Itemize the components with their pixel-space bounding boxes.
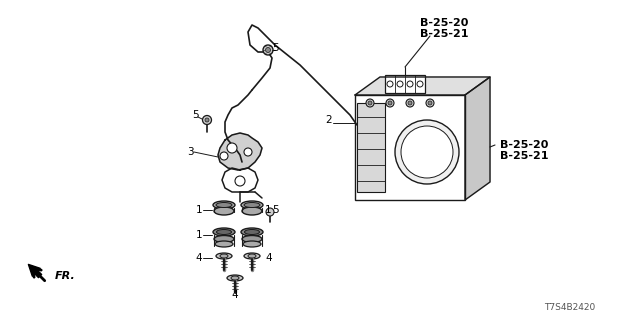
Ellipse shape xyxy=(248,254,256,258)
Polygon shape xyxy=(465,77,490,200)
Text: 1: 1 xyxy=(265,205,271,215)
Circle shape xyxy=(244,148,252,156)
Circle shape xyxy=(406,99,414,107)
Text: 4: 4 xyxy=(265,253,271,263)
Text: B-25-21: B-25-21 xyxy=(420,29,468,39)
Circle shape xyxy=(408,101,412,105)
Circle shape xyxy=(368,101,372,105)
Circle shape xyxy=(401,126,453,178)
Ellipse shape xyxy=(241,228,263,236)
Text: FR.: FR. xyxy=(55,271,76,282)
Ellipse shape xyxy=(227,275,243,281)
Circle shape xyxy=(366,99,374,107)
Bar xyxy=(357,103,385,192)
Text: 3: 3 xyxy=(187,147,194,157)
Ellipse shape xyxy=(214,236,234,243)
Circle shape xyxy=(227,143,237,153)
Text: 1: 1 xyxy=(195,205,202,215)
Circle shape xyxy=(205,118,209,122)
Polygon shape xyxy=(355,77,490,95)
Ellipse shape xyxy=(243,241,261,247)
Ellipse shape xyxy=(215,241,233,247)
Circle shape xyxy=(266,47,271,52)
Text: B-25-20: B-25-20 xyxy=(500,140,548,150)
Text: 1: 1 xyxy=(195,230,202,240)
Text: 4: 4 xyxy=(232,290,238,300)
Bar xyxy=(385,75,425,93)
Circle shape xyxy=(263,45,273,55)
Text: 5: 5 xyxy=(272,205,278,215)
Ellipse shape xyxy=(242,236,262,243)
Text: 5: 5 xyxy=(272,43,278,53)
Text: T7S4B2420: T7S4B2420 xyxy=(544,303,595,312)
Text: 4: 4 xyxy=(195,253,202,263)
Circle shape xyxy=(388,101,392,105)
Ellipse shape xyxy=(213,201,235,209)
Ellipse shape xyxy=(244,229,259,235)
Ellipse shape xyxy=(213,228,235,236)
Circle shape xyxy=(395,120,459,184)
Circle shape xyxy=(220,152,228,160)
Ellipse shape xyxy=(242,207,262,215)
Ellipse shape xyxy=(244,203,260,207)
Text: 2: 2 xyxy=(325,115,332,125)
Ellipse shape xyxy=(244,253,260,259)
Circle shape xyxy=(266,208,274,216)
Circle shape xyxy=(397,81,403,87)
Text: B-25-21: B-25-21 xyxy=(500,151,548,161)
Bar xyxy=(355,95,465,200)
Circle shape xyxy=(202,116,211,124)
Circle shape xyxy=(387,81,393,87)
Ellipse shape xyxy=(216,203,232,207)
Ellipse shape xyxy=(241,201,263,209)
Ellipse shape xyxy=(231,276,239,280)
Circle shape xyxy=(426,99,434,107)
Ellipse shape xyxy=(216,229,232,235)
Circle shape xyxy=(428,101,432,105)
Text: B-25-20: B-25-20 xyxy=(420,18,468,28)
Ellipse shape xyxy=(214,207,234,215)
Polygon shape xyxy=(218,133,262,170)
Circle shape xyxy=(235,176,245,186)
Circle shape xyxy=(417,81,423,87)
Circle shape xyxy=(386,99,394,107)
Ellipse shape xyxy=(216,253,232,259)
Ellipse shape xyxy=(220,254,228,258)
Text: 5: 5 xyxy=(192,110,198,120)
Circle shape xyxy=(407,81,413,87)
